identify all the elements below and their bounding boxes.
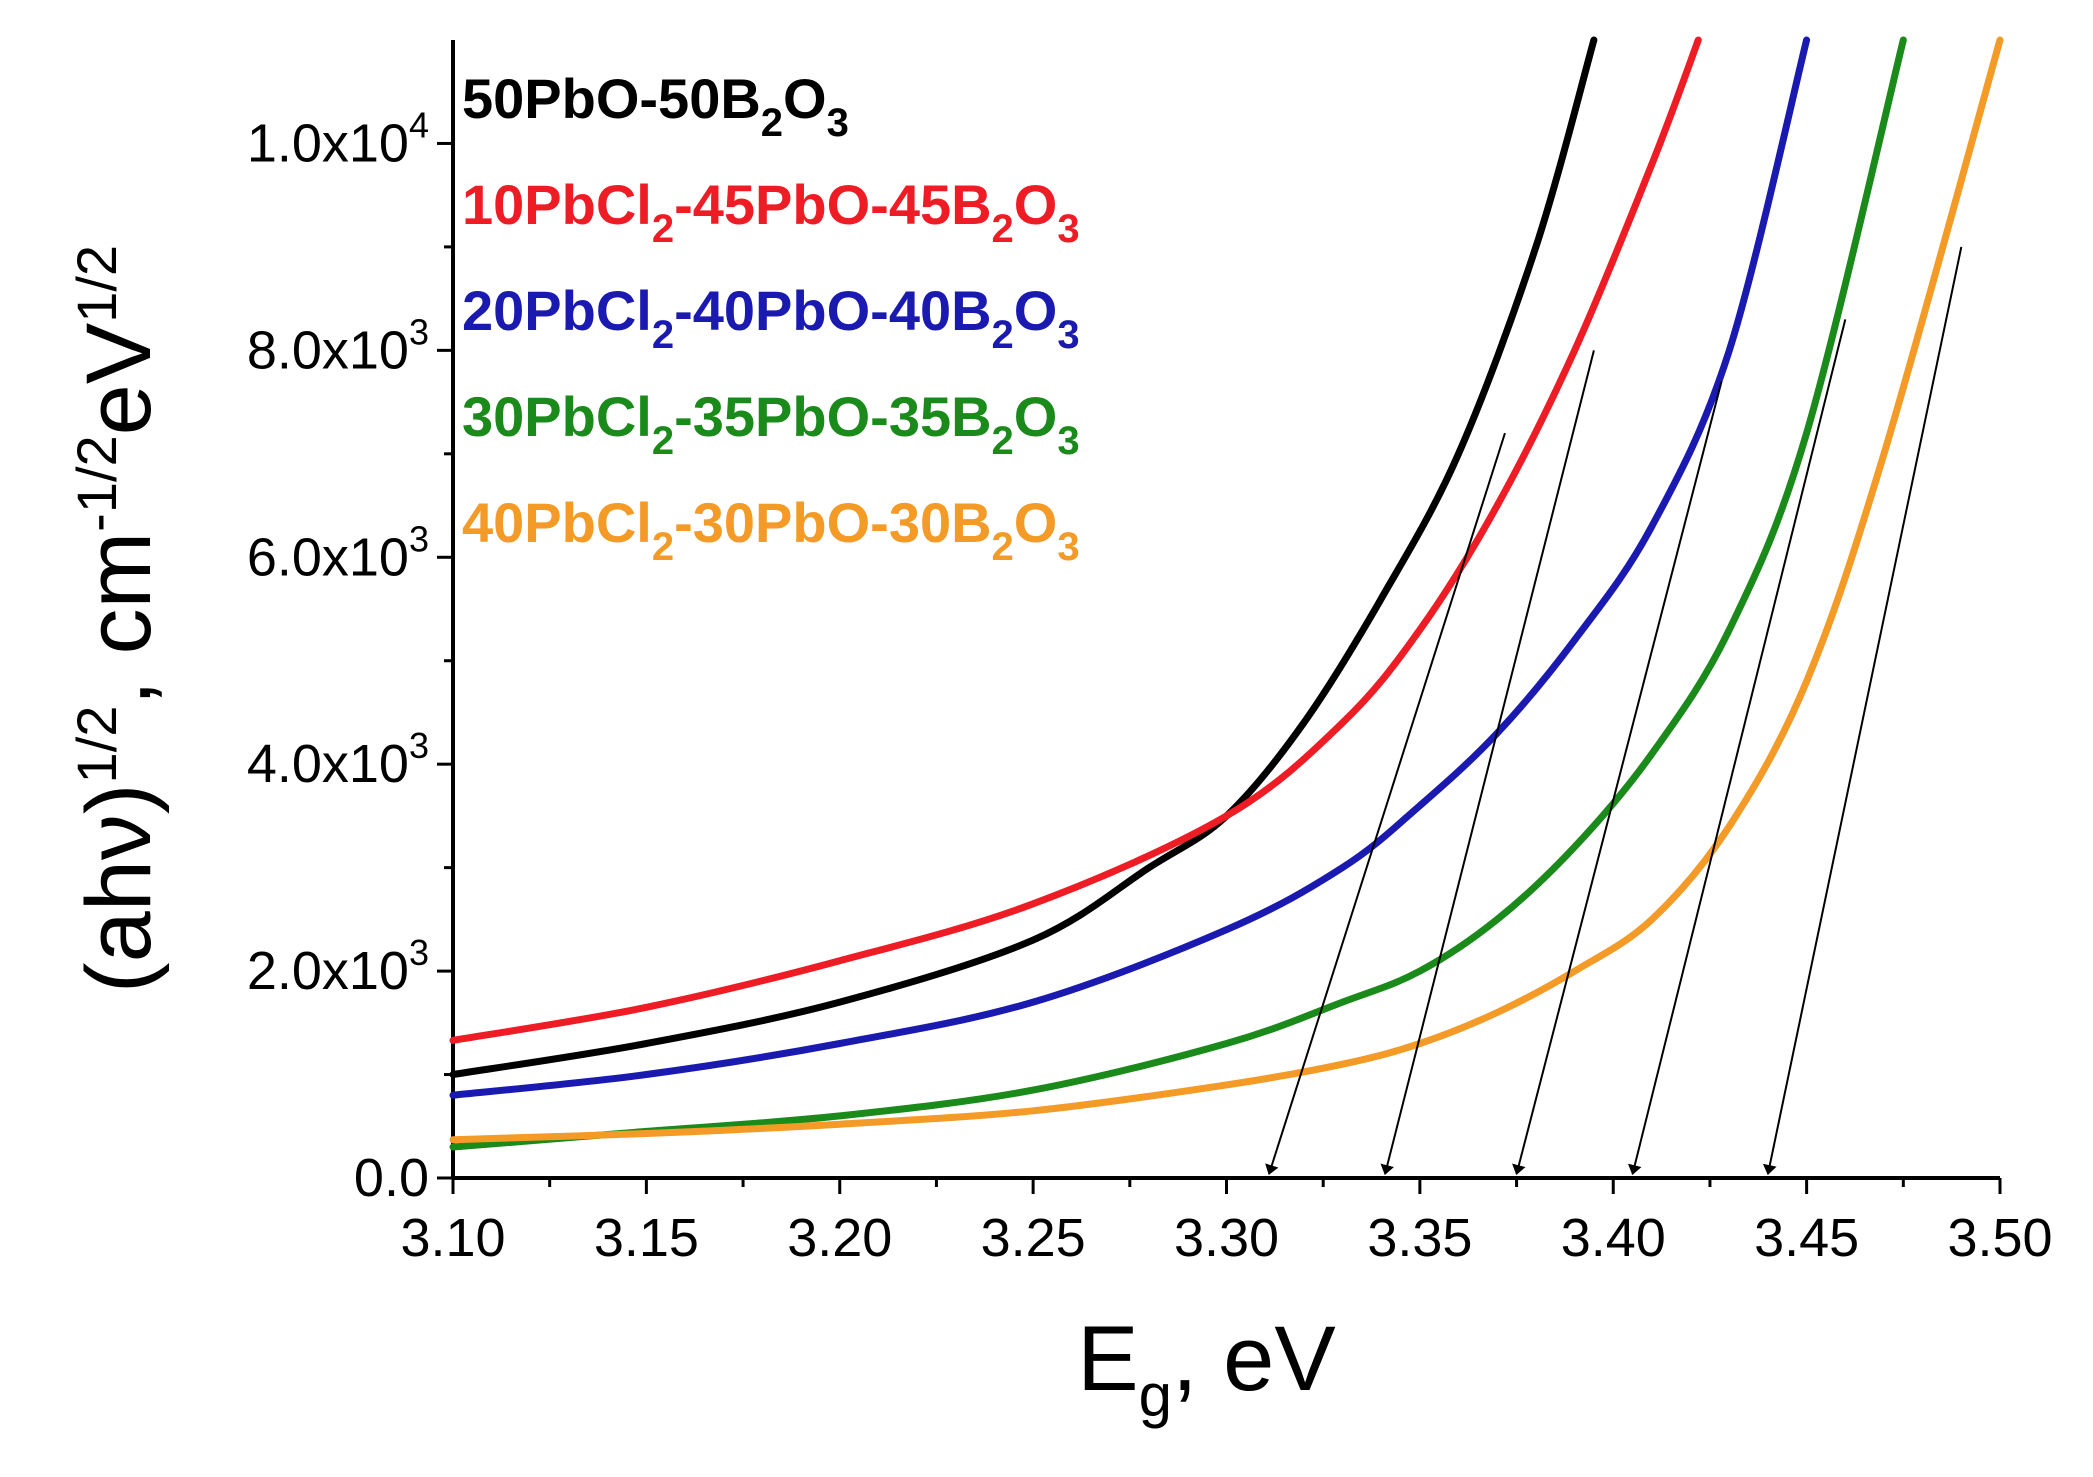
x-tick-label: 3.40	[1561, 1208, 1666, 1268]
series-line-2	[449, 36, 1702, 1044]
y-tick-label: 6.0x103	[247, 518, 429, 587]
legend-entry-5: 40PbCl2-30PbO-30B2O3	[462, 491, 1080, 569]
annotation-arrows	[1265, 246, 1963, 1175]
y-tick-label: 2.0x103	[247, 932, 429, 1001]
axes: 3.10 3.15 3.20 3.25 3.30 3.35 3.40 3.45 3.50 0.0 2…	[247, 40, 2053, 1268]
arrow-4	[1627, 319, 1847, 1175]
series-line-5	[449, 36, 2004, 1144]
x-tick-label: 3.30	[1174, 1208, 1279, 1268]
y-tick-label: 4.0x103	[247, 725, 429, 794]
legend-entry-3: 20PbCl2-40PbO-40B2O3	[462, 279, 1080, 357]
x-tick-label: 3.15	[594, 1208, 699, 1268]
arrow-2	[1380, 350, 1595, 1175]
y-tick-label: 0.0	[354, 1148, 429, 1208]
axis-titles: Eg, eV (ahν)1/2, cm-1/2eV1/2	[65, 245, 1336, 1429]
y-tick-label: 1.0x104	[247, 104, 429, 173]
x-tick-label: 3.45	[1754, 1208, 1859, 1268]
x-tick-label: 3.10	[400, 1208, 505, 1268]
legend-entry-1: 50PbO-50B2O3	[462, 67, 849, 145]
legend-entry-4: 30PbCl2-35PbO-35B2O3	[462, 385, 1080, 463]
legend: 50PbO-50B2O3 10PbCl2-45PbO-45B2O3 20PbCl2-…	[462, 67, 1080, 569]
series-line-4	[449, 36, 1907, 1151]
arrow-5	[1762, 246, 1963, 1175]
y-axis-title: (ahν)1/2, cm-1/2eV1/2	[65, 245, 170, 993]
x-axis-title: Eg, eV	[1077, 1308, 1335, 1429]
arrow-3	[1512, 381, 1723, 1175]
x-tick-label: 3.20	[787, 1208, 892, 1268]
arrow-1	[1265, 432, 1506, 1175]
x-tick-label: 3.25	[981, 1208, 1086, 1268]
x-tick-label: 3.35	[1367, 1208, 1472, 1268]
legend-entry-2: 10PbCl2-45PbO-45B2O3	[462, 173, 1080, 251]
y-tick-label: 8.0x103	[247, 311, 429, 380]
x-tick-label: 3.50	[1947, 1208, 2052, 1268]
